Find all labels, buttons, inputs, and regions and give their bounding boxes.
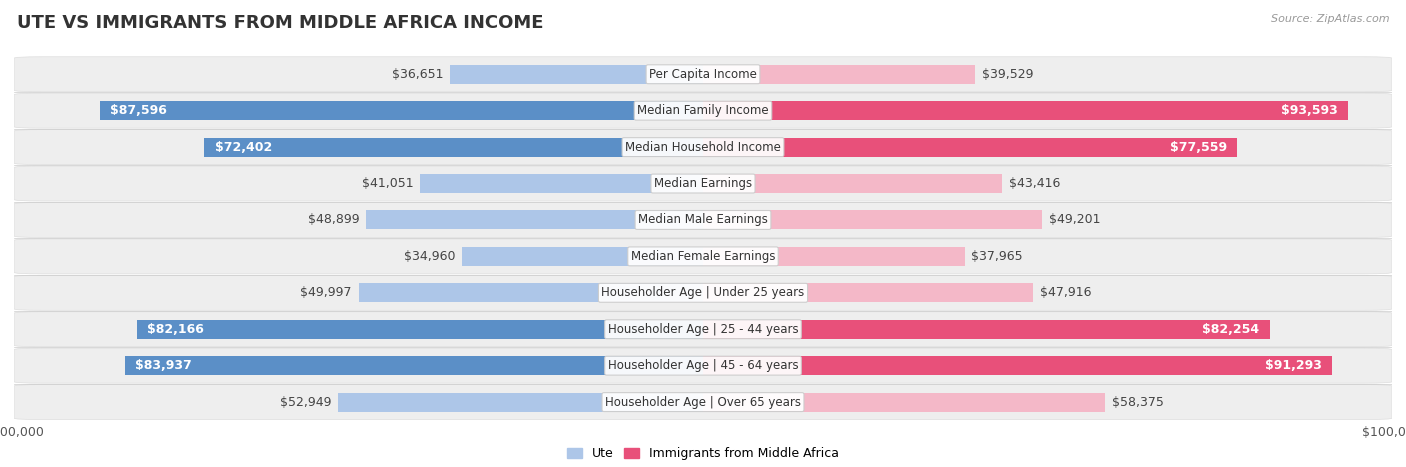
Bar (420, 174, 703, 193)
FancyBboxPatch shape (14, 166, 1392, 201)
Bar (450, 65, 703, 84)
Bar (703, 65, 976, 84)
Text: $48,899: $48,899 (308, 213, 359, 226)
Bar (703, 211, 1042, 229)
Bar (366, 211, 703, 229)
Bar (703, 320, 1270, 339)
Text: Median Earnings: Median Earnings (654, 177, 752, 190)
Bar (100, 101, 703, 120)
FancyBboxPatch shape (14, 312, 1392, 347)
FancyBboxPatch shape (14, 130, 1392, 164)
Text: $82,254: $82,254 (1202, 323, 1260, 336)
Text: Householder Age | 25 - 44 years: Householder Age | 25 - 44 years (607, 323, 799, 336)
Text: $87,596: $87,596 (110, 104, 167, 117)
Text: $39,529: $39,529 (983, 68, 1033, 81)
Text: $47,916: $47,916 (1040, 286, 1091, 299)
Text: Median Male Earnings: Median Male Earnings (638, 213, 768, 226)
Text: Householder Age | 45 - 64 years: Householder Age | 45 - 64 years (607, 359, 799, 372)
Text: $49,997: $49,997 (299, 286, 352, 299)
Text: Median Family Income: Median Family Income (637, 104, 769, 117)
Bar (703, 174, 1002, 193)
Text: $77,559: $77,559 (1170, 141, 1227, 154)
FancyBboxPatch shape (14, 276, 1392, 310)
Text: Median Household Income: Median Household Income (626, 141, 780, 154)
Text: $72,402: $72,402 (215, 141, 271, 154)
Bar (463, 247, 703, 266)
Text: $93,593: $93,593 (1281, 104, 1337, 117)
FancyBboxPatch shape (14, 385, 1392, 419)
FancyBboxPatch shape (14, 203, 1392, 237)
Text: $36,651: $36,651 (392, 68, 444, 81)
Bar (703, 393, 1105, 411)
Bar (339, 393, 703, 411)
FancyBboxPatch shape (14, 93, 1392, 128)
Bar (136, 320, 703, 339)
Bar (703, 138, 1237, 156)
Text: $41,051: $41,051 (361, 177, 413, 190)
Text: UTE VS IMMIGRANTS FROM MIDDLE AFRICA INCOME: UTE VS IMMIGRANTS FROM MIDDLE AFRICA INC… (17, 14, 543, 32)
Text: Householder Age | Over 65 years: Householder Age | Over 65 years (605, 396, 801, 409)
Bar (703, 247, 965, 266)
Text: Median Female Earnings: Median Female Earnings (631, 250, 775, 263)
Text: $83,937: $83,937 (135, 359, 191, 372)
Text: $37,965: $37,965 (972, 250, 1024, 263)
Text: Householder Age | Under 25 years: Householder Age | Under 25 years (602, 286, 804, 299)
Text: $43,416: $43,416 (1010, 177, 1060, 190)
Text: Source: ZipAtlas.com: Source: ZipAtlas.com (1271, 14, 1389, 24)
Text: $82,166: $82,166 (148, 323, 204, 336)
Bar (703, 101, 1348, 120)
Legend: Ute, Immigrants from Middle Africa: Ute, Immigrants from Middle Africa (562, 442, 844, 465)
Bar (359, 283, 703, 302)
Text: $34,960: $34,960 (404, 250, 456, 263)
FancyBboxPatch shape (14, 348, 1392, 383)
FancyBboxPatch shape (14, 57, 1392, 92)
Text: $49,201: $49,201 (1049, 213, 1101, 226)
Bar (703, 283, 1033, 302)
FancyBboxPatch shape (14, 239, 1392, 274)
Text: Per Capita Income: Per Capita Income (650, 68, 756, 81)
Bar (125, 356, 703, 375)
Text: $52,949: $52,949 (280, 396, 332, 409)
Text: $58,375: $58,375 (1112, 396, 1164, 409)
Bar (703, 356, 1331, 375)
Bar (204, 138, 703, 156)
Text: $91,293: $91,293 (1265, 359, 1322, 372)
